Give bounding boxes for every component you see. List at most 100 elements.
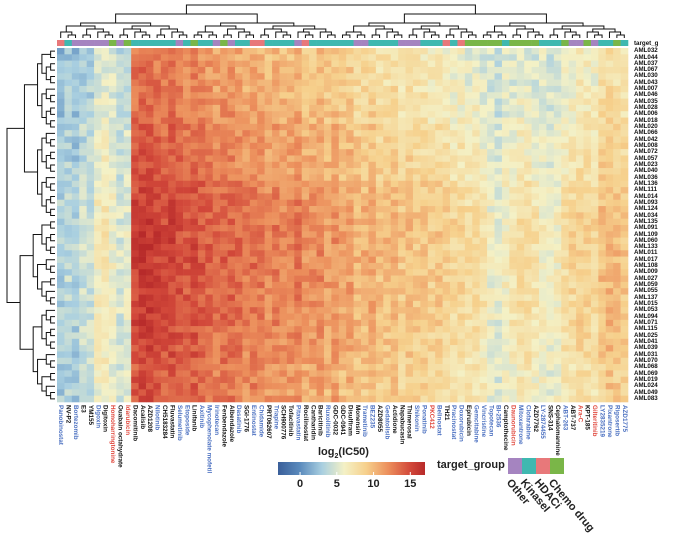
heatmap-cell	[249, 168, 258, 175]
heatmap-cell	[494, 262, 503, 270]
heatmap-cell	[390, 389, 399, 396]
heatmap-cell	[279, 275, 288, 283]
heatmap-cell	[168, 218, 176, 226]
heatmap-cell	[442, 237, 451, 245]
heatmap-cell	[568, 174, 577, 182]
heatmap-cell	[435, 332, 443, 340]
heatmap-cell	[249, 193, 258, 201]
heatmap-cell	[197, 250, 206, 257]
heatmap-cell	[494, 364, 503, 371]
heatmap-cell	[390, 345, 399, 352]
heatmap-cell	[412, 168, 421, 175]
heatmap-cell	[472, 345, 480, 352]
heatmap-cell	[583, 206, 592, 213]
heatmap-cell	[101, 54, 110, 61]
heatmap-cell	[613, 212, 621, 219]
heatmap-cell	[190, 130, 199, 137]
dendrogram-branch	[616, 34, 625, 38]
heatmap-cell	[316, 98, 325, 106]
heatmap-cell	[576, 225, 584, 232]
heatmap-cell	[123, 199, 132, 207]
heatmap-cell	[131, 332, 139, 340]
heatmap-cell	[435, 281, 443, 289]
heatmap-cell	[175, 281, 184, 289]
heatmap-cell	[138, 92, 147, 99]
heatmap-cell	[205, 54, 214, 61]
heatmap-cell	[501, 225, 510, 232]
heatmap-cell	[108, 85, 117, 93]
dendrogram-branch	[45, 385, 55, 397]
heatmap-cell	[64, 218, 73, 226]
heatmap-cell	[494, 73, 503, 80]
heatmap-cell	[205, 237, 214, 245]
heatmap-cell	[264, 85, 273, 93]
heatmap-cell	[168, 212, 176, 219]
heatmap-cell	[412, 319, 421, 327]
heatmap-cell	[361, 364, 369, 371]
heatmap-cell	[57, 300, 65, 308]
heatmap-cell	[220, 313, 228, 321]
heatmap-cell	[598, 351, 607, 359]
heatmap-cell	[368, 326, 377, 333]
heatmap-cell	[116, 370, 125, 378]
heatmap-cell	[472, 48, 480, 55]
heatmap-cell	[123, 85, 132, 93]
dendrogram-branch	[50, 120, 55, 128]
annotation-cell	[234, 40, 243, 46]
heatmap-cell	[94, 117, 102, 125]
heatmap-cell	[101, 168, 110, 175]
heatmap-cell	[383, 92, 392, 99]
colorbar-title-rest: (IC50)	[338, 446, 369, 458]
heatmap-cell	[524, 364, 532, 371]
heatmap-cell	[546, 383, 555, 390]
heatmap-cell	[620, 174, 629, 182]
heatmap-cell	[368, 187, 377, 194]
heatmap-cell	[309, 66, 317, 74]
heatmap-cell	[64, 351, 73, 359]
heatmap-cell	[279, 237, 288, 245]
legend-title: target_group	[437, 459, 505, 471]
heatmap-cell	[390, 294, 399, 302]
heatmap-cell	[108, 54, 117, 61]
heatmap-cell	[405, 269, 414, 276]
heatmap-cell	[279, 256, 288, 264]
heatmap-cell	[412, 149, 421, 156]
dendrogram-branch	[50, 221, 55, 229]
heatmap-cell	[101, 85, 110, 93]
heatmap-cell	[94, 111, 102, 118]
heatmap-cell	[168, 48, 176, 55]
heatmap-cell	[190, 155, 199, 163]
heatmap-cell	[286, 111, 295, 118]
heatmap-cell	[598, 174, 607, 182]
heatmap-cell	[338, 180, 347, 188]
heatmap-cell	[309, 243, 317, 251]
column-label: Doxorubicin	[457, 405, 465, 442]
heatmap-cell	[457, 351, 466, 359]
heatmap-cell	[331, 168, 340, 175]
heatmap-cell	[442, 187, 451, 194]
heatmap-cell	[487, 142, 495, 150]
annotation-cell	[539, 40, 547, 46]
heatmap-cell	[427, 130, 436, 137]
heatmap-cell	[509, 104, 518, 112]
heatmap-cell	[435, 142, 443, 150]
heatmap-cell	[346, 376, 354, 384]
heatmap-cell	[346, 300, 354, 308]
colorbar-tick-label: 5	[333, 478, 340, 490]
heatmap-cell	[264, 338, 273, 346]
heatmap-cell	[153, 187, 162, 194]
heatmap-cell	[590, 307, 599, 314]
heatmap-cell	[301, 161, 310, 169]
heatmap-cell	[346, 231, 354, 238]
heatmap-cell	[516, 345, 525, 352]
heatmap-cell	[175, 313, 184, 321]
heatmap-cell	[242, 92, 251, 99]
heatmap-cell	[205, 326, 214, 333]
heatmap-cell	[590, 174, 599, 182]
heatmap-cell	[86, 288, 95, 295]
heatmap-cell	[309, 155, 317, 163]
heatmap-cell	[331, 180, 340, 188]
heatmap-cell	[242, 218, 251, 226]
heatmap-cell	[435, 383, 443, 390]
heatmap-cell	[450, 92, 458, 99]
